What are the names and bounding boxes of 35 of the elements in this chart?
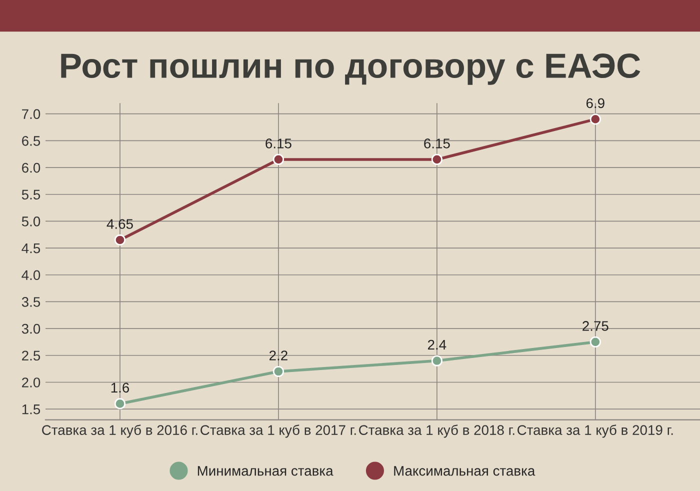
y-tick-label: 4.0 [22,270,40,280]
point [114,398,126,410]
data-label: 2.4 [428,340,446,350]
y-tick-label: 6.5 [22,136,40,146]
x-tick-label: Ставка за 1 куб в 2017 г. [200,424,356,438]
data-label: 1.6 [111,382,130,393]
point [431,355,442,366]
chart-title: Рост пошлин по договору с ЕАЭС [61,53,640,85]
x-tick-label: Ставка за 1 куб в 2016 г. [42,424,198,438]
data-label: 2.75 [582,321,608,331]
x-tick-label: Ставка за 1 куб в 2018 г. [359,424,514,438]
point [590,114,601,125]
point [272,366,284,378]
y-tick-label: 3.0 [22,324,40,334]
y-tick-label: 3.5 [22,297,40,307]
point [590,336,601,348]
y-tick-label: 7.0 [22,109,40,120]
y-tick-label: 1.5 [22,404,40,414]
x-tick-label: Ставка за 1 куб в 2019 г. [518,424,673,438]
point [431,154,442,166]
y-tick-label: 2.5 [22,350,40,361]
data-label: 4.65 [106,219,133,229]
data-label: 2.2 [270,350,288,360]
point [272,154,284,166]
legend-label: Минимальная ставка [198,466,334,476]
data-label: 6.15 [424,138,450,148]
y-tick-label: 6.0 [22,162,40,173]
y-tick-label: 5.0 [22,216,40,226]
legend-label: Максимальная ставка [394,466,536,476]
data-label: 6.9 [586,98,604,108]
y-tick-label: 4.5 [22,244,40,254]
data-label: 6.15 [266,138,292,148]
y-tick-label: 2.0 [22,378,40,388]
y-tick-label: 5.5 [22,190,40,200]
point [114,234,126,246]
